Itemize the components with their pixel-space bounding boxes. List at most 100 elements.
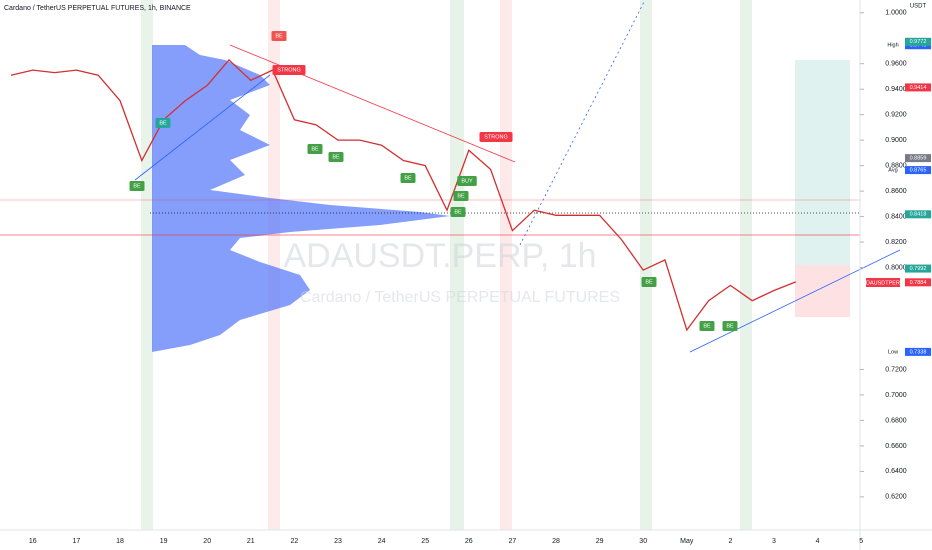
chart-title: Cardano / TetherUS PERPETUAL FUTURES, 1h… [4,5,191,12]
watermark: ADAUSDT.PERP, 1h [283,237,596,275]
y-tick-label: 1.0000 [885,10,907,17]
signal-badge [307,144,323,154]
y-tick-label: 0.9000 [885,137,907,144]
price-marker [905,278,931,287]
x-tick-label: 27 [509,538,517,545]
price-marker [905,37,931,46]
signal-label: BE [404,175,412,181]
price-marker-label: 0.8418 [910,212,927,218]
price-marker [905,154,931,163]
signal-badge [450,207,466,217]
x-tick-label: 25 [421,538,429,545]
position-stop [795,265,850,317]
signal-badge [641,277,657,287]
band [740,0,752,530]
watermark-subtitle: Cardano / TetherUS PERPETUAL FUTURES [300,289,620,306]
price-marker-label: 0.7992 [910,266,927,272]
price-line [10,58,797,332]
signal-label: BE [275,33,283,39]
band [268,0,280,530]
y-tick-label: 0.8000 [885,264,907,271]
x-tick-label: May [680,538,694,545]
signal-label: BE [703,323,711,329]
position-target [795,60,850,265]
y-tick-label: 0.6400 [885,468,907,475]
price-marker [905,83,931,92]
x-tick-label: 29 [596,538,604,545]
x-tick-label: 21 [247,538,255,545]
y-tick-label: 0.8800 [885,162,907,169]
x-tick-label: 22 [291,538,299,545]
x-tick-label: 5 [859,538,863,545]
y-tick-label: 0.9200 [885,112,907,119]
x-tick-label: 3 [772,538,776,545]
price-marker-name: Low [888,349,898,355]
x-tick-label: 17 [73,538,81,545]
band [640,0,652,530]
price-marker [905,210,931,219]
y-tick-label: 0.6600 [885,443,907,450]
projection-line [519,0,646,246]
price-marker-label: 0.8859 [910,156,927,162]
signal-badge [400,173,416,183]
price-marker [905,166,931,175]
y-tick-label: 0.7000 [885,392,907,399]
x-tick-label: 2 [728,538,732,545]
y-tick-label: 0.9600 [885,61,907,68]
y-tick-label: 0.6200 [885,494,907,501]
price-marker-label: 0.9772 [910,39,927,45]
signal-label: BE [645,279,653,285]
x-tick-label: 26 [465,538,473,545]
y-tick-label: 0.8200 [885,239,907,246]
x-tick-label: 23 [334,538,342,545]
signal-badge [699,321,715,331]
y-tick-label: 0.8600 [885,188,907,195]
symbol: ADAUSDTPERP [862,280,904,286]
x-tick-label: 20 [203,538,211,545]
band [141,0,153,530]
signal-badge [453,191,469,201]
price-marker-name: Avg [888,168,897,174]
currency: USDT [910,4,927,10]
signal-badge [479,132,513,142]
x-tick-label: 19 [160,538,168,545]
signal-label: BE [311,146,319,152]
y-tick-label: 0.6800 [885,417,907,424]
signal-badge [155,118,171,128]
signal-label: STRONG [277,67,301,73]
symbol-badge [866,278,900,287]
signal-badge [722,321,738,331]
signal-badge [328,152,344,162]
signal-label: BE [332,154,340,160]
price-marker-label: 0.8765 [910,168,927,174]
x-tick-label: 16 [29,538,37,545]
y-tick-label: 0.8400 [885,213,907,220]
trend-line [689,249,901,353]
price-marker-label: 0.7338 [910,349,927,355]
signal-badge [271,31,287,41]
trend-line [229,44,516,163]
price-marker-label: 0.7884 [910,280,927,286]
price-marker-name: High [887,43,898,49]
x-tick-label: 28 [552,538,560,545]
signal-badge [129,181,145,191]
x-tick-label: 24 [378,538,386,545]
signal-label: BE [454,209,462,215]
signal-label: BE [133,183,141,189]
signal-label: BUY [461,178,473,184]
signal-label: BE [457,193,465,199]
y-tick-label: 0.9400 [885,86,907,93]
band [450,0,464,530]
signal-label: BE [726,323,734,329]
price-marker [905,347,931,356]
price-marker [905,264,931,273]
y-tick-label: 0.7200 [885,366,907,373]
volume-profile [152,45,450,352]
x-tick-label: 30 [639,538,647,545]
signal-label: BE [159,120,167,126]
x-tick-label: 18 [116,538,124,545]
price-marker-label: 0.9414 [910,85,927,91]
signal-badge [457,176,477,186]
